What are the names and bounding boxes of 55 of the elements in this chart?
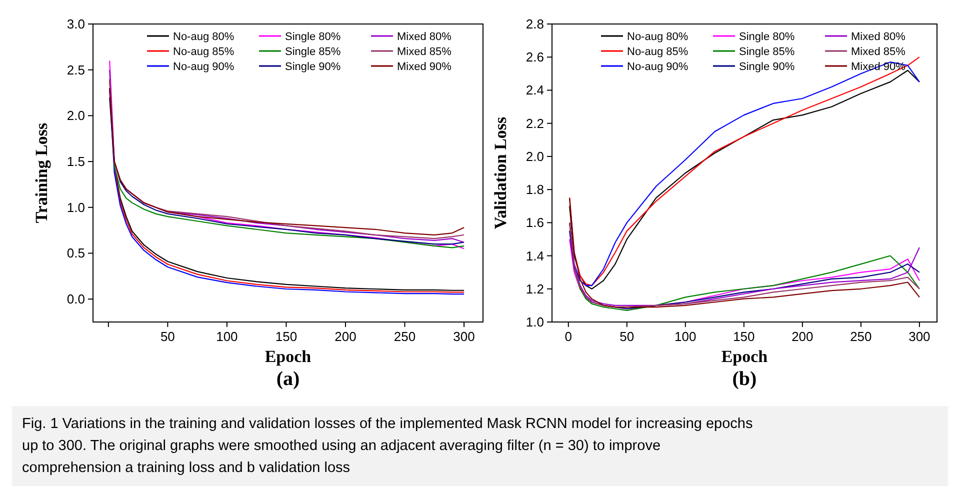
y-tick-label: 2.6	[526, 50, 544, 65]
x-axis-title: Epoch	[264, 347, 312, 366]
x-axis-title: Epoch	[721, 347, 768, 366]
legend-label: Single 85%	[285, 46, 341, 58]
x-tick-label: 250	[850, 329, 872, 344]
legend-label: Mixed 80%	[397, 31, 452, 43]
y-tick-label: 2.5	[66, 62, 85, 78]
legend-label: No-aug 80%	[173, 31, 234, 43]
y-tick-label: 2.8	[526, 16, 544, 32]
y-tick-label: 1.2	[526, 281, 544, 296]
legend-label: Mixed 85%	[397, 46, 452, 58]
legend-label: No-aug 90%	[627, 61, 688, 73]
legend-label: No-aug 90%	[173, 61, 234, 73]
y-tick-label: 3.0	[66, 16, 85, 32]
legend-label: Mixed 85%	[851, 46, 906, 58]
x-tick-label: 150	[275, 329, 298, 344]
line-series	[569, 197, 920, 308]
legend-label: Mixed 90%	[397, 61, 452, 73]
y-tick-label: 1.6	[526, 215, 544, 230]
x-tick-label: 50	[160, 329, 175, 344]
x-tick-label: 250	[394, 329, 416, 344]
text: (b)	[732, 368, 757, 390]
x-tick-label: 100	[674, 329, 696, 344]
y-tick-label: 0.0	[66, 292, 85, 307]
x-tick-label: 150	[733, 329, 755, 344]
legend-label: Mixed 80%	[851, 31, 906, 43]
x-tick-label: 300	[908, 329, 930, 344]
y-tick-label: 1.0	[66, 200, 85, 215]
x-tick-label: 200	[334, 329, 356, 344]
y-tick-label: 2.0	[66, 108, 85, 124]
y-tick-label: 1.0	[526, 314, 544, 330]
legend-label: Single 90%	[285, 61, 341, 73]
text: (a)	[276, 368, 300, 390]
y-tick-label: 1.4	[526, 248, 544, 264]
legend-label: No-aug 85%	[173, 46, 234, 58]
caption: Fig. 1 Variations in the training and validation losses of the implemented Mask RCNN model for increasing epochs up to 300. The original graphs were smoothed using an adjacent averaging filter (n = 30) to improve comprehension a training loss and b validation loss	[22, 416, 753, 476]
y-tick-label: 2.4	[526, 82, 544, 98]
y-tick-label: 2.0	[526, 148, 544, 164]
y-tick-label: 0.5	[66, 246, 85, 261]
x-tick-label: 200	[792, 329, 814, 344]
legend-label: Single 85%	[739, 46, 795, 58]
x-tick-label: 50	[620, 329, 634, 344]
y-axis-title: Validation Loss	[491, 116, 510, 230]
y-tick-label: 1.8	[526, 182, 544, 198]
x-tick-label: 300	[453, 329, 475, 344]
y-axis-title: Training Loss	[32, 122, 51, 224]
y-tick-label: 1.5	[66, 154, 85, 170]
y-tick-label: 2.2	[526, 116, 544, 131]
legend-label: Single 80%	[285, 31, 341, 43]
legend-label: No-aug 85%	[627, 46, 688, 58]
legend-label: No-aug 80%	[627, 31, 688, 43]
legend-label: Single 80%	[739, 31, 795, 43]
x-tick-label: 0	[564, 329, 572, 344]
legend-label: Single 90%	[739, 61, 795, 73]
x-tick-label: 100	[216, 329, 238, 344]
